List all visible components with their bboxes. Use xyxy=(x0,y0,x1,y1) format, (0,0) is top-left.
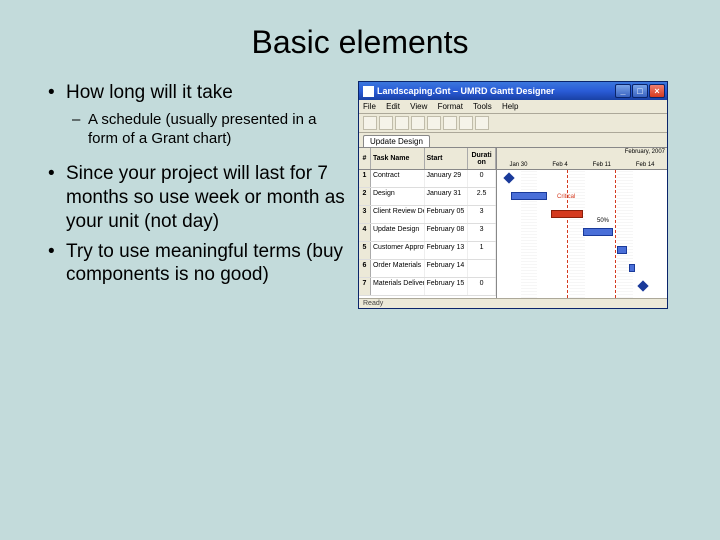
menu-format[interactable]: Format xyxy=(438,102,463,111)
slide-title: Basic elements xyxy=(0,0,720,81)
table-row[interactable]: 5Customer ApprovaFebruary 131 xyxy=(359,242,496,260)
toolbar-icon[interactable] xyxy=(443,116,457,130)
maximize-button[interactable]: □ xyxy=(632,84,648,98)
bullet-item: How long will it take xyxy=(48,81,350,105)
table-row[interactable]: 2DesignJanuary 312.5 xyxy=(359,188,496,206)
table-header: # Task Name Start Durati on xyxy=(359,148,496,170)
menu-file[interactable]: File xyxy=(363,102,376,111)
critical-line xyxy=(615,170,616,298)
toolbar-icon[interactable] xyxy=(379,116,393,130)
toolbar-icon[interactable] xyxy=(395,116,409,130)
gantt-bar[interactable] xyxy=(583,228,613,236)
text-column: How long will it take A schedule (usuall… xyxy=(20,81,350,309)
toolbar-icon[interactable] xyxy=(475,116,489,130)
titlebar[interactable]: Landscaping.Gnt – UMRD Gantt Designer _ … xyxy=(359,82,667,100)
toolbar-icon[interactable] xyxy=(427,116,441,130)
chart-body: 50% Critical xyxy=(497,170,667,298)
task-table: # Task Name Start Durati on 1ContractJan… xyxy=(359,148,497,298)
table-row[interactable]: 3Client Review DesignFebruary 053 xyxy=(359,206,496,224)
tab-update-design[interactable]: Update Design xyxy=(363,135,430,147)
critical-label: Critical xyxy=(557,194,575,200)
gantt-chart: February, 2007 Jan 30 Feb 4 Feb 11 Feb 1… xyxy=(497,148,667,298)
bullet-item: Since your project will last for 7 month… xyxy=(48,162,350,233)
bullet-sub-item: A schedule (usually presented in a form … xyxy=(72,111,350,149)
menu-help[interactable]: Help xyxy=(502,102,518,111)
table-row[interactable]: 1ContractJanuary 290 xyxy=(359,170,496,188)
tabbar: Update Design xyxy=(359,133,667,148)
slide-content: How long will it take A schedule (usuall… xyxy=(0,81,720,309)
critical-line xyxy=(567,170,568,298)
minimize-button[interactable]: _ xyxy=(615,84,631,98)
col-start: Start xyxy=(425,148,469,169)
month-label: February, 2007 xyxy=(625,149,665,155)
gantt-window: Landscaping.Gnt – UMRD Gantt Designer _ … xyxy=(358,81,668,309)
table-row[interactable]: 6Order MaterialsFebruary 14 xyxy=(359,260,496,278)
timeline-date: Feb 14 xyxy=(636,162,655,168)
gantt-milestone[interactable] xyxy=(503,172,514,183)
app-icon xyxy=(363,86,374,97)
col-num: # xyxy=(359,148,371,169)
menu-edit[interactable]: Edit xyxy=(386,102,400,111)
toolbar-icon[interactable] xyxy=(411,116,425,130)
close-button[interactable]: × xyxy=(649,84,665,98)
gantt-bar[interactable] xyxy=(629,264,635,272)
screenshot-column: Landscaping.Gnt – UMRD Gantt Designer _ … xyxy=(350,81,700,309)
statusbar: Ready xyxy=(359,298,667,308)
gantt-bar[interactable] xyxy=(551,210,583,218)
gantt-bar[interactable] xyxy=(511,192,547,200)
window-title: Landscaping.Gnt – UMRD Gantt Designer xyxy=(377,86,615,96)
gantt-area: # Task Name Start Durati on 1ContractJan… xyxy=(359,148,667,298)
menubar[interactable]: File Edit View Format Tools Help xyxy=(359,100,667,114)
gantt-milestone[interactable] xyxy=(637,280,648,291)
gantt-bar[interactable] xyxy=(617,246,627,254)
timeline-date: Jan 30 xyxy=(509,162,527,168)
col-name: Task Name xyxy=(371,148,425,169)
table-row[interactable]: 7Materials DeliveryFebruary 150 xyxy=(359,278,496,296)
toolbar xyxy=(359,114,667,133)
col-duration: Durati on xyxy=(468,148,496,169)
chart-header: February, 2007 Jan 30 Feb 4 Feb 11 Feb 1… xyxy=(497,148,667,170)
bullet-item: Try to use meaningful terms (buy compone… xyxy=(48,240,350,288)
toolbar-icon[interactable] xyxy=(363,116,377,130)
table-row[interactable]: 4Update DesignFebruary 083 xyxy=(359,224,496,242)
timeline-date: Feb 11 xyxy=(593,162,611,168)
menu-view[interactable]: View xyxy=(410,102,427,111)
pct-label: 50% xyxy=(597,218,609,224)
toolbar-icon[interactable] xyxy=(459,116,473,130)
timeline-date: Feb 4 xyxy=(552,162,567,168)
menu-tools[interactable]: Tools xyxy=(473,102,492,111)
